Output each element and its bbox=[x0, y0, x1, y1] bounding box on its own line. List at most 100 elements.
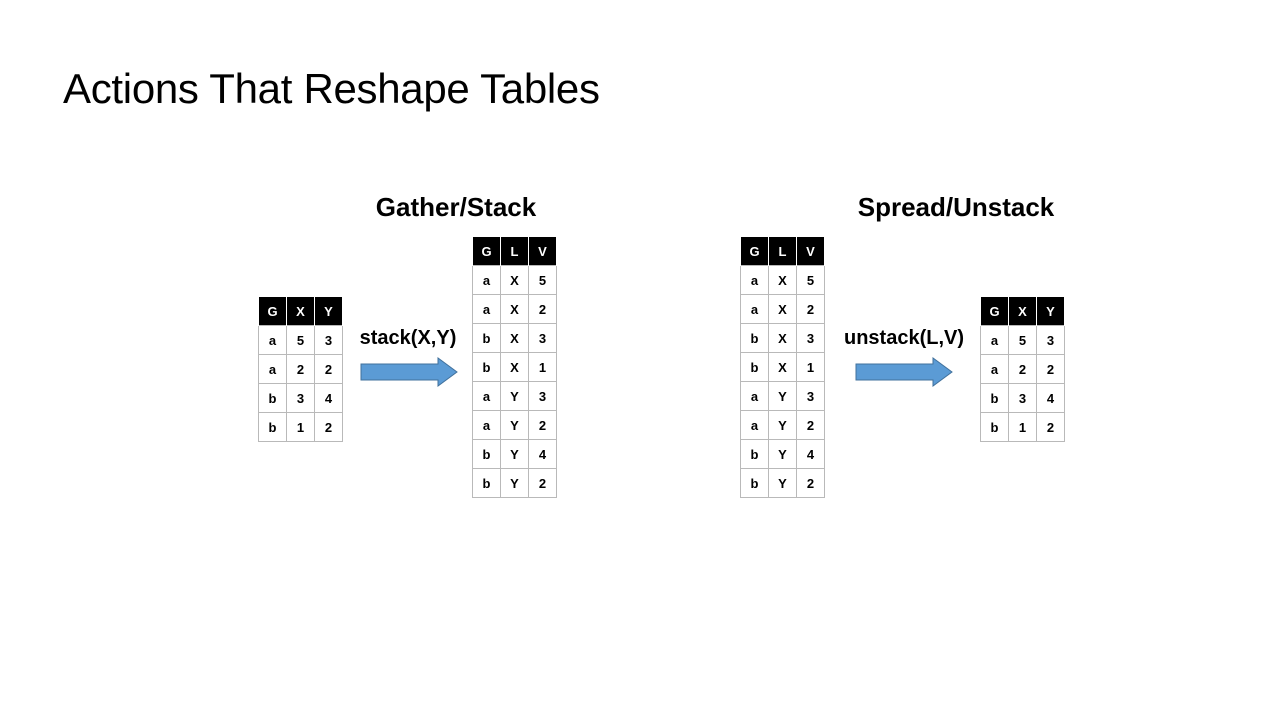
table-cell: b bbox=[740, 323, 769, 353]
table-cell: Y bbox=[768, 439, 797, 469]
table-cell: a bbox=[740, 410, 769, 440]
table-cell: 1 bbox=[796, 352, 825, 382]
table-cell: 1 bbox=[528, 352, 557, 382]
table-cell: 3 bbox=[1008, 383, 1037, 413]
table-cell: 4 bbox=[796, 439, 825, 469]
table-cell: b bbox=[258, 412, 287, 442]
table-cell: 2 bbox=[528, 294, 557, 324]
table-cell: X bbox=[768, 323, 797, 353]
table-cell: X bbox=[500, 294, 529, 324]
column-header: G bbox=[980, 296, 1009, 326]
column-header: V bbox=[528, 236, 557, 266]
table-cell: b bbox=[472, 352, 501, 382]
table-cell: 5 bbox=[286, 325, 315, 355]
table-cell: Y bbox=[500, 410, 529, 440]
table-cell: Y bbox=[500, 381, 529, 411]
column-header: Y bbox=[314, 296, 343, 326]
table-cell: b bbox=[980, 412, 1009, 442]
table-cell: Y bbox=[500, 439, 529, 469]
table-cell: Y bbox=[768, 468, 797, 498]
table-cell: 2 bbox=[1036, 412, 1065, 442]
table-cell: b bbox=[740, 352, 769, 382]
table-cell: 2 bbox=[796, 468, 825, 498]
table-cell: Y bbox=[768, 410, 797, 440]
table-cell: 1 bbox=[1008, 412, 1037, 442]
table-cell: X bbox=[500, 265, 529, 295]
column-header: G bbox=[740, 236, 769, 266]
table-cell: 1 bbox=[286, 412, 315, 442]
table-cell: 2 bbox=[528, 410, 557, 440]
table-cell: 3 bbox=[286, 383, 315, 413]
column-header: X bbox=[1008, 296, 1037, 326]
table-cell: a bbox=[740, 381, 769, 411]
table-cell: 2 bbox=[286, 354, 315, 384]
table-cell: X bbox=[768, 294, 797, 324]
table-cell: X bbox=[500, 323, 529, 353]
table-cell: a bbox=[472, 410, 501, 440]
table-cell: a bbox=[980, 325, 1009, 355]
table-cell: 2 bbox=[1036, 354, 1065, 384]
table-cell: a bbox=[472, 265, 501, 295]
table-cell: b bbox=[980, 383, 1009, 413]
arrow-shape bbox=[360, 357, 458, 387]
table-cell: 4 bbox=[314, 383, 343, 413]
right-arrow-icon bbox=[855, 357, 953, 387]
table-cell: 5 bbox=[1008, 325, 1037, 355]
table-cell: 3 bbox=[314, 325, 343, 355]
table-cell: 3 bbox=[796, 381, 825, 411]
column-header: L bbox=[768, 236, 797, 266]
table-cell: 3 bbox=[528, 323, 557, 353]
table-cell: 2 bbox=[314, 354, 343, 384]
table-cell: a bbox=[740, 265, 769, 295]
stack-operation-label: stack(X,Y) bbox=[359, 327, 457, 349]
table-cell: 2 bbox=[1008, 354, 1037, 384]
column-header: G bbox=[472, 236, 501, 266]
table-cell: b bbox=[472, 439, 501, 469]
table-cell: 2 bbox=[796, 294, 825, 324]
unstack-operation-label: unstack(L,V) bbox=[843, 327, 965, 349]
table-cell: 3 bbox=[796, 323, 825, 353]
table-cell: 5 bbox=[796, 265, 825, 295]
table-cell: a bbox=[980, 354, 1009, 384]
table-cell: b bbox=[258, 383, 287, 413]
table-cell: X bbox=[768, 265, 797, 295]
table-cell: 3 bbox=[1036, 325, 1065, 355]
spread-unstack-heading: Spread/Unstack bbox=[857, 192, 1055, 222]
table-cell: b bbox=[740, 468, 769, 498]
table-cell: b bbox=[472, 323, 501, 353]
table-cell: 2 bbox=[528, 468, 557, 498]
table-cell: a bbox=[472, 381, 501, 411]
table-cell: a bbox=[740, 294, 769, 324]
column-header: Y bbox=[1036, 296, 1065, 326]
table-cell: a bbox=[472, 294, 501, 324]
table-cell: Y bbox=[768, 381, 797, 411]
